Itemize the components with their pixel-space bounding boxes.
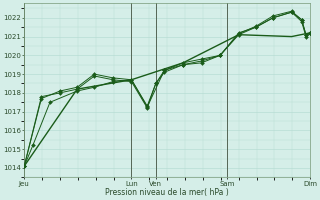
X-axis label: Pression niveau de la mer( hPa ): Pression niveau de la mer( hPa ): [105, 188, 229, 197]
